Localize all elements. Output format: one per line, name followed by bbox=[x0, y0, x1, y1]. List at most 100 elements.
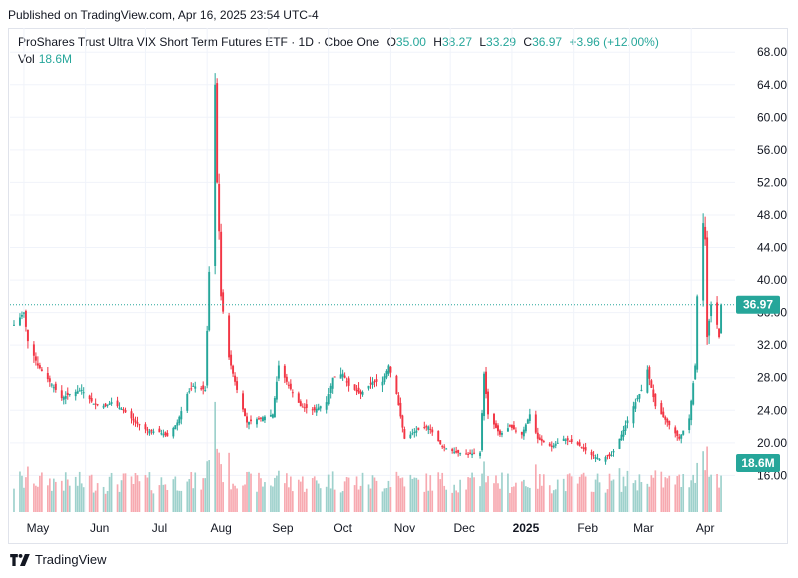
candle-body bbox=[634, 402, 637, 409]
candle-body bbox=[604, 457, 607, 462]
candle-body bbox=[96, 404, 99, 406]
volume-bar bbox=[369, 488, 372, 512]
candle-body bbox=[453, 451, 456, 453]
candle-body bbox=[638, 394, 641, 399]
candle-body bbox=[626, 420, 629, 424]
volume-bar bbox=[74, 476, 77, 512]
candle-body bbox=[694, 365, 697, 380]
volume-bar bbox=[610, 480, 613, 512]
candle-body bbox=[256, 419, 258, 425]
volume-bar bbox=[566, 474, 569, 512]
candle-body bbox=[152, 431, 155, 433]
candle-body bbox=[263, 416, 266, 421]
volume-bar bbox=[636, 490, 639, 512]
candle-body bbox=[218, 184, 221, 232]
volume-bar bbox=[662, 487, 665, 512]
volume-bar bbox=[39, 475, 41, 512]
volume-bar bbox=[594, 479, 597, 512]
volume-bar bbox=[341, 491, 344, 512]
volume-bar bbox=[445, 489, 448, 512]
volume-bar bbox=[220, 464, 222, 512]
time-tick-label: Aug bbox=[211, 521, 232, 535]
volume-bar bbox=[385, 488, 388, 512]
volume-bar bbox=[180, 490, 183, 512]
volume-badge bbox=[736, 454, 780, 472]
candle-body bbox=[136, 422, 139, 424]
volume-bar bbox=[317, 483, 320, 512]
candle-body bbox=[291, 392, 294, 394]
candle-body bbox=[481, 413, 484, 451]
candle-body bbox=[485, 371, 488, 394]
candle-body bbox=[534, 414, 537, 433]
candle-body bbox=[674, 427, 677, 434]
candle-body bbox=[636, 398, 639, 400]
candle-body bbox=[646, 369, 649, 393]
last-price-badge bbox=[736, 295, 780, 314]
volume-bar bbox=[592, 491, 595, 512]
candle-body bbox=[676, 430, 679, 437]
candle-body bbox=[259, 417, 262, 419]
candle-body bbox=[528, 414, 531, 421]
volume-bar bbox=[152, 493, 155, 512]
candle-body bbox=[38, 365, 41, 369]
candle-body bbox=[311, 409, 314, 411]
last-price-label: 36.97 bbox=[743, 298, 773, 312]
candle-body bbox=[32, 344, 35, 356]
chart-grid bbox=[10, 28, 735, 512]
candle-body bbox=[620, 434, 623, 441]
time-tick-label: Dec bbox=[454, 521, 475, 535]
symbol-description[interactable]: ProShares Trust Ultra VIX Short Term Fut… bbox=[18, 35, 380, 49]
volume-bar bbox=[144, 475, 147, 512]
volume-bar bbox=[373, 477, 376, 512]
candle-body bbox=[367, 385, 370, 389]
volume-bar bbox=[469, 477, 471, 512]
candle-body bbox=[50, 384, 53, 386]
volume-bar bbox=[409, 474, 412, 512]
volume-bar bbox=[485, 482, 487, 512]
volume-bar bbox=[92, 492, 95, 512]
candle-body bbox=[387, 365, 390, 374]
volume-bar bbox=[303, 491, 306, 512]
candle-body bbox=[204, 389, 207, 391]
volume-bar bbox=[632, 483, 635, 512]
footer-brand[interactable]: TradingView bbox=[10, 552, 107, 567]
volume-bar bbox=[457, 492, 459, 512]
volume-bar bbox=[256, 491, 258, 512]
tradingview-brand: TradingView bbox=[35, 552, 107, 567]
volume-bar bbox=[523, 479, 525, 512]
candle-body bbox=[357, 387, 360, 393]
candle-body bbox=[74, 391, 77, 397]
volume-bar bbox=[329, 488, 332, 512]
volume-bar bbox=[702, 451, 704, 512]
volume-bar bbox=[319, 488, 322, 512]
candle-body bbox=[52, 387, 55, 389]
volume-bar bbox=[94, 490, 97, 512]
candle-body bbox=[54, 383, 57, 390]
volume-bar bbox=[650, 475, 653, 512]
volume-bar bbox=[423, 491, 426, 512]
time-tick-label: Oct bbox=[333, 521, 352, 535]
candle-body bbox=[345, 381, 348, 383]
price-tick-label: 20.00 bbox=[757, 436, 787, 450]
volume-value: 18.6M bbox=[38, 52, 73, 66]
volume-bar bbox=[515, 482, 517, 512]
volume-bar bbox=[538, 474, 541, 512]
candle-body bbox=[445, 448, 448, 450]
candle-body bbox=[76, 391, 79, 394]
candle-body bbox=[439, 440, 442, 444]
candle-body bbox=[301, 406, 304, 408]
candle-body bbox=[682, 430, 685, 435]
candle-body bbox=[500, 433, 503, 435]
volume-bar bbox=[710, 474, 712, 512]
candle-body bbox=[283, 365, 286, 378]
volume-bar bbox=[13, 488, 15, 512]
volume-bar bbox=[186, 481, 189, 512]
candle-body bbox=[411, 433, 414, 435]
volume-bar bbox=[124, 473, 127, 512]
candle-body bbox=[564, 439, 567, 441]
volume-bar bbox=[666, 478, 669, 512]
candle-body bbox=[138, 424, 141, 426]
volume-bar bbox=[411, 478, 414, 512]
volume-bar bbox=[497, 483, 499, 512]
